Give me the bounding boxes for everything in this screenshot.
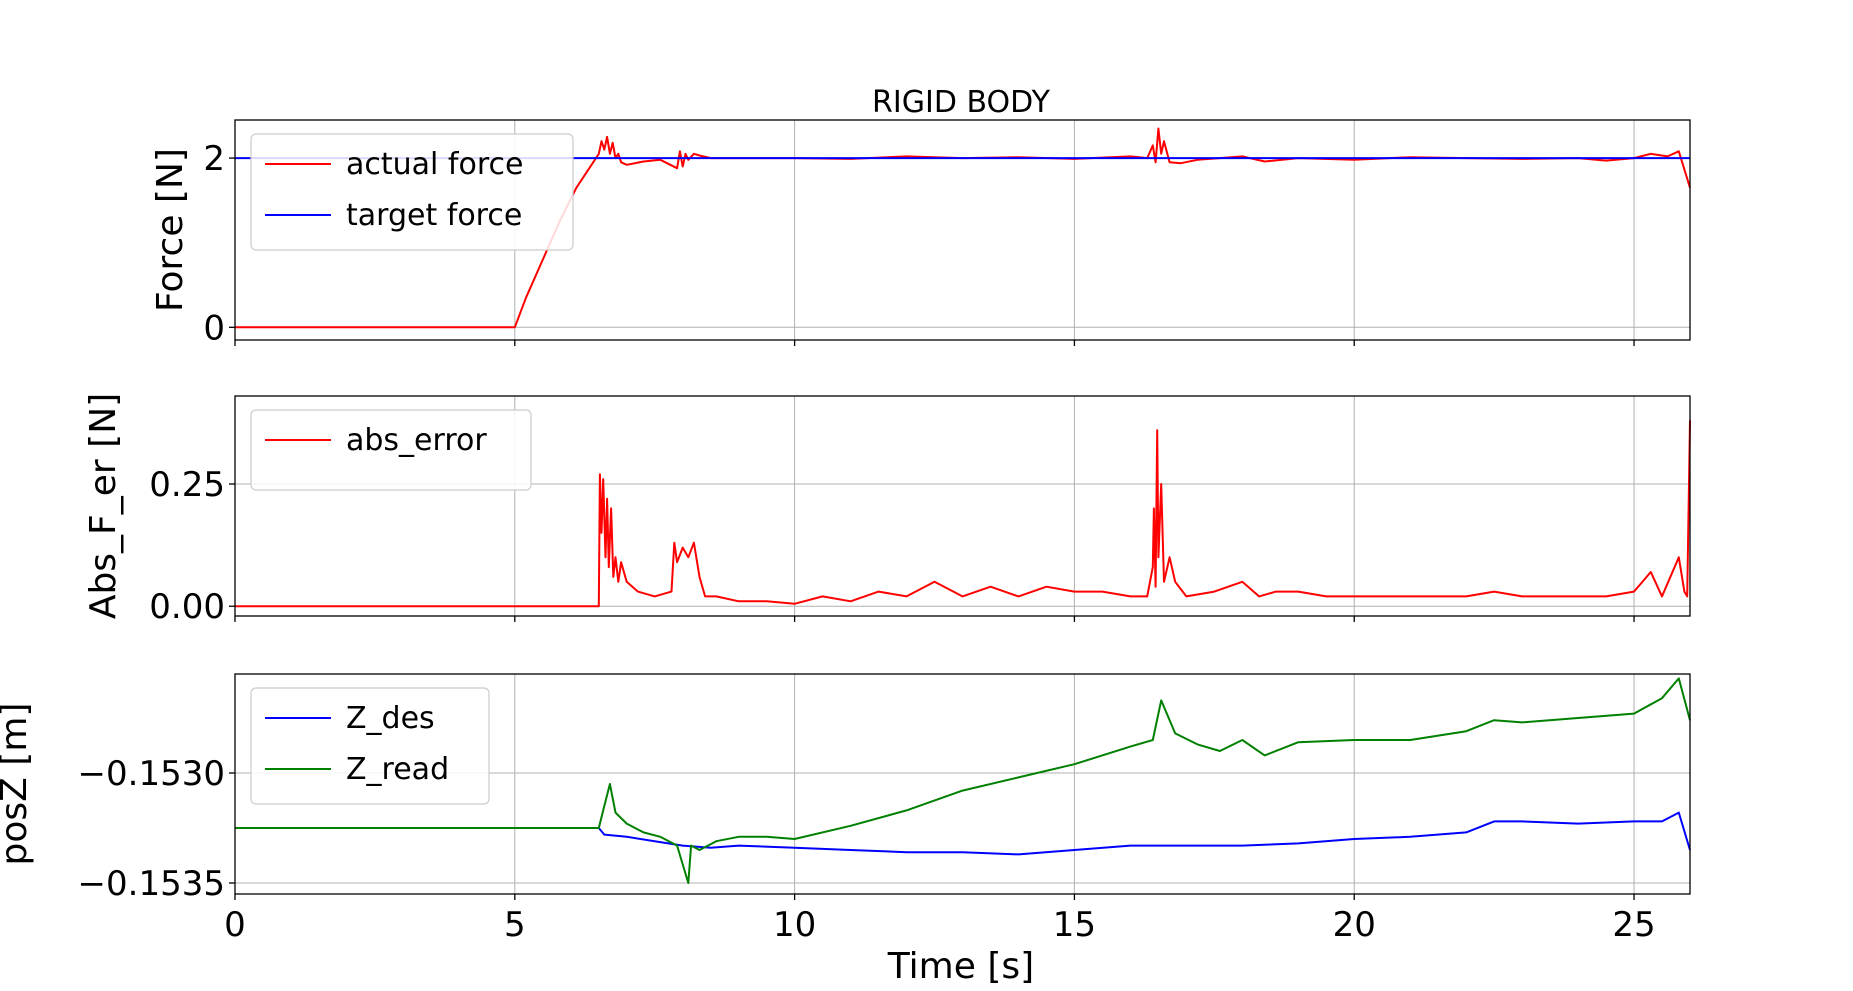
x-tick-label: 15 <box>1053 905 1096 945</box>
legend-box <box>250 133 574 251</box>
y-tick-label: 0 <box>203 308 225 348</box>
y-tick-label: −0.1535 <box>78 864 225 904</box>
y-axis-label-abs-error: Abs_F_er [N] <box>83 393 124 619</box>
plot-frame-force <box>234 119 1691 341</box>
y-tick-label: 2 <box>203 139 225 179</box>
x-tick-label: 10 <box>773 905 816 945</box>
y-axis-label-force: Force [N] <box>150 148 191 312</box>
series-line-abs-error <box>235 420 1691 608</box>
y-tick-label: 0.25 <box>149 465 225 505</box>
legend-entry: target force <box>346 198 522 233</box>
legend-entry: abs_error <box>346 423 487 458</box>
legend-box <box>250 409 532 491</box>
legend-entry: Z_des <box>346 701 435 736</box>
panel-force: 0 2 Force [N] actual force target force <box>150 119 1691 348</box>
chart-title: RIGID BODY <box>872 85 1051 120</box>
series-line-z-read <box>235 677 1691 884</box>
y-tick-label: −0.1530 <box>78 754 225 794</box>
panel-posz: 0 5 10 15 20 25 −0.1530 −0.1535 posZ [m] Time [… <box>0 673 1691 987</box>
legend-entry: actual force <box>346 147 523 182</box>
x-axis-label: Time [s] <box>887 946 1034 987</box>
legend-entry: Z_read <box>346 752 449 787</box>
x-tick-label: 5 <box>504 905 526 945</box>
y-tick-label: 0.00 <box>149 587 225 627</box>
x-tick-label: 20 <box>1333 905 1376 945</box>
plot-frame-posz <box>234 673 1691 895</box>
plot-frame-abs-error <box>234 395 1691 617</box>
x-tick-label: 0 <box>224 905 246 945</box>
panel-abs-error: 0.00 0.25 Abs_F_er [N] abs_error <box>83 393 1691 627</box>
x-tick-label: 25 <box>1612 905 1655 945</box>
series-line-z-des <box>235 811 1691 856</box>
y-axis-label-posz: posZ [m] <box>0 703 35 866</box>
